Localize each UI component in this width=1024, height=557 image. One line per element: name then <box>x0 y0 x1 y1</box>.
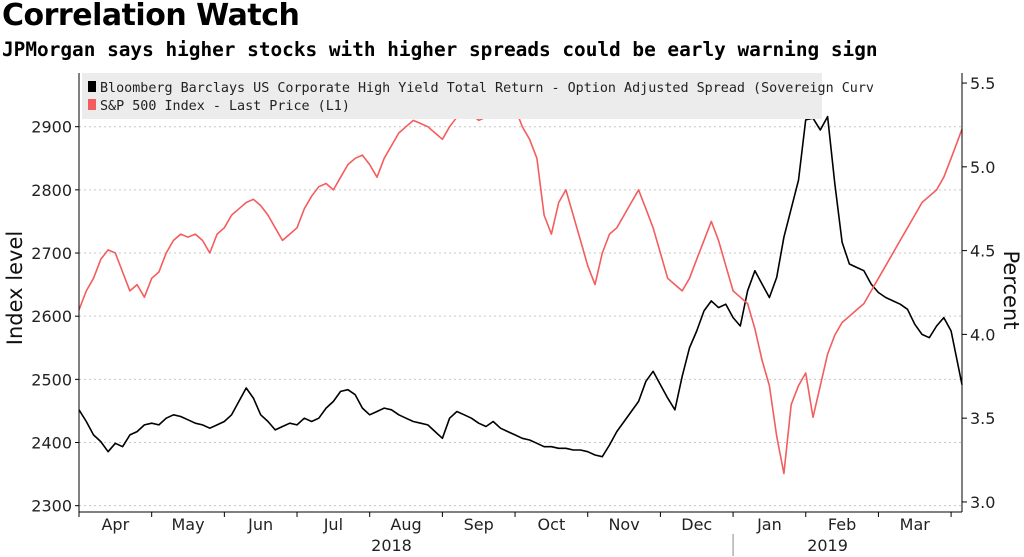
x-month-label-jun: Jun <box>247 515 273 534</box>
x-month-label-apr: Apr <box>101 515 129 534</box>
left-tick-label-2600: 2600 <box>31 307 72 326</box>
x-month-label-aug: Aug <box>390 515 421 534</box>
x-year-label-2018: 2018 <box>371 536 412 555</box>
axes: 2300 2400 2500 2600 2700 2800 2900 3.0 3.5 4.0 4.5… <box>31 73 995 556</box>
gridlines <box>79 126 962 507</box>
x-month-label-jul: Jul <box>323 515 343 534</box>
left-axis-title: Index level <box>3 231 27 345</box>
right-tick-label-5.5: 5.5 <box>970 74 995 93</box>
series-line-high-yield-spread <box>78 115 963 458</box>
left-tick-label-2500: 2500 <box>31 370 72 389</box>
x-month-label-nov: Nov <box>608 515 639 534</box>
series-layer <box>78 106 963 475</box>
left-tick-label-2300: 2300 <box>31 497 72 516</box>
legend-background <box>82 73 822 119</box>
right-tick-label-4.5: 4.5 <box>970 242 995 261</box>
left-tick-label-2900: 2900 <box>31 118 72 137</box>
legend-swatch-high-yield-spread <box>88 81 96 92</box>
series-line-sp500 <box>78 106 963 475</box>
x-month-label-oct: Oct <box>538 515 566 534</box>
left-tick-label-2400: 2400 <box>31 434 72 453</box>
x-year-label-2019: 2019 <box>807 536 848 555</box>
right-tick-label-4.0: 4.0 <box>970 325 995 344</box>
x-month-label-feb: Feb <box>828 515 856 534</box>
x-month-label-mar: Mar <box>900 515 931 534</box>
x-month-label-may: May <box>171 515 204 534</box>
legend-label-high-yield-spread: Bloomberg Barclays US Corporate High Yie… <box>100 81 874 96</box>
x-month-label-jan: Jan <box>756 515 782 534</box>
x-month-label-sep: Sep <box>464 515 494 534</box>
left-tick-label-2700: 2700 <box>31 244 72 263</box>
right-tick-label-3.5: 3.5 <box>970 409 995 428</box>
chart-title: Correlation Watch <box>2 0 300 33</box>
right-tick-label-5.0: 5.0 <box>970 158 995 177</box>
right-tick-label-3.0: 3.0 <box>970 493 995 512</box>
right-axis-title: Percent <box>999 250 1023 329</box>
legend-label-sp500: S&P 500 Index - Last Price (L1) <box>100 99 350 114</box>
x-month-label-dec: Dec <box>681 515 712 534</box>
legend-swatch-sp500 <box>88 99 96 110</box>
chart-subtitle: JPMorgan says higher stocks with higher … <box>2 38 878 61</box>
left-tick-label-2800: 2800 <box>31 181 72 200</box>
legend: Bloomberg Barclays US Corporate High Yie… <box>82 73 874 119</box>
